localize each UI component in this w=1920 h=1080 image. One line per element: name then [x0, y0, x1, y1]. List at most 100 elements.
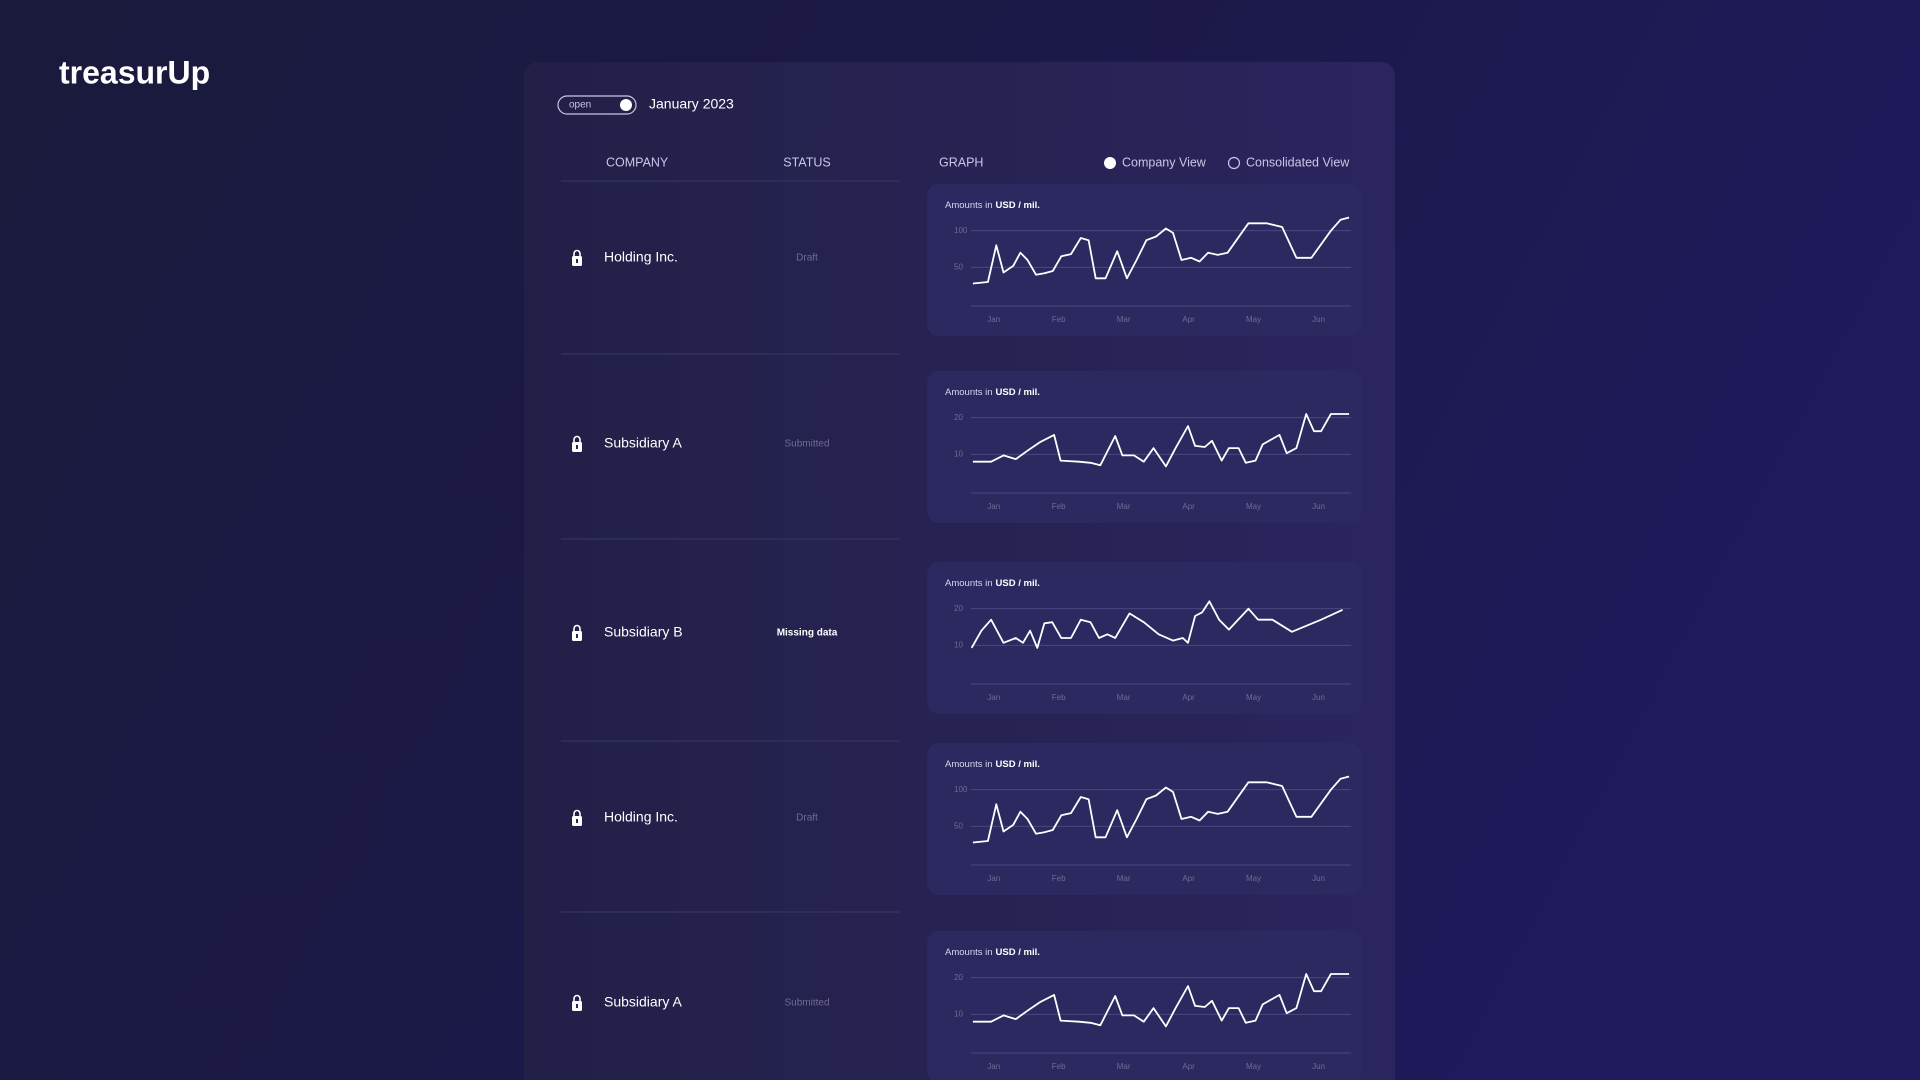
chart-card	[927, 562, 1362, 714]
lock-icon	[572, 809, 582, 826]
lock-hole	[576, 819, 578, 823]
chart-card	[927, 931, 1362, 1080]
note-text: Amounts in	[945, 387, 993, 398]
lock-hole	[576, 1004, 578, 1008]
x-tick-label: May	[1246, 693, 1261, 702]
company-name[interactable]: Subsidiary A	[604, 994, 682, 1010]
lock-hole	[576, 259, 578, 263]
x-tick-label: Jan	[987, 874, 1000, 883]
column-header[interactable]: COMPANY	[606, 155, 669, 169]
status: Missing data	[777, 628, 838, 639]
lock-icon	[572, 249, 582, 266]
unit: USD / mil.	[996, 200, 1040, 211]
unit: USD / mil.	[996, 578, 1040, 589]
column-header[interactable]: STATUS	[783, 155, 830, 169]
lock-shackle	[573, 994, 581, 1001]
status: Draft	[796, 813, 818, 824]
data-line	[972, 413, 1350, 468]
x-tick-label: Jan	[987, 1062, 1000, 1071]
company-name[interactable]: Subsidiary B	[604, 624, 683, 640]
x-tick-label: Feb	[1052, 874, 1066, 883]
x-tick-label: Jan	[987, 315, 1000, 324]
status: Draft	[796, 253, 818, 264]
chart-note: Amounts in USD / mil.	[945, 759, 1040, 770]
x-tick-label: May	[1246, 1062, 1261, 1071]
note-text: Amounts in	[945, 200, 993, 211]
y-tick-label: 10	[954, 640, 963, 649]
y-tick-label: 100	[954, 226, 968, 235]
x-tick-label: Mar	[1117, 502, 1131, 511]
lock-shackle	[573, 249, 581, 256]
chart-note: Amounts in USD / mil.	[945, 578, 1040, 589]
lock-icon	[572, 994, 582, 1011]
lock-shackle	[573, 435, 581, 442]
lock-shackle	[573, 809, 581, 816]
x-tick-label: Feb	[1052, 502, 1066, 511]
chart-card	[927, 371, 1362, 523]
x-tick-label: May	[1246, 502, 1261, 511]
chart-card	[927, 743, 1362, 895]
x-tick-label: Feb	[1052, 315, 1066, 324]
lock-icon	[572, 435, 582, 452]
note-text: Amounts in	[945, 947, 993, 958]
chart-note: Amounts in USD / mil.	[945, 200, 1040, 211]
x-tick-label: Jun	[1312, 693, 1325, 702]
x-tick-label: Apr	[1182, 874, 1195, 883]
lock-icon	[572, 624, 582, 641]
unit: USD / mil.	[996, 387, 1040, 398]
y-tick-label: 50	[954, 821, 963, 830]
x-tick-label: Apr	[1182, 693, 1195, 702]
data-line	[972, 973, 1350, 1028]
view-option[interactable]: Consolidated View	[1246, 155, 1350, 169]
x-tick-label: Jun	[1312, 315, 1325, 324]
data-line	[970, 600, 1343, 649]
unit: USD / mil.	[996, 947, 1040, 958]
status: Submitted	[784, 998, 829, 1009]
view-option[interactable]: Company View	[1122, 155, 1207, 169]
x-tick-label: Feb	[1052, 693, 1066, 702]
x-tick-label: Jan	[987, 502, 1000, 511]
radio-selected[interactable]	[1104, 157, 1116, 169]
x-tick-label: Mar	[1117, 1062, 1131, 1071]
y-tick-label: 20	[954, 973, 963, 982]
x-tick-label: May	[1246, 874, 1261, 883]
lock-hole	[576, 634, 578, 638]
toggle[interactable]	[557, 95, 637, 115]
radio[interactable]	[1227, 156, 1241, 170]
x-tick-label: Jan	[987, 693, 1000, 702]
company-name[interactable]: Holding Inc.	[604, 809, 678, 825]
y-tick-label: 50	[954, 262, 963, 271]
y-tick-label: 20	[954, 604, 963, 613]
period: January 2023	[649, 96, 734, 112]
x-tick-label: Jun	[1312, 502, 1325, 511]
note-text: Amounts in	[945, 578, 993, 589]
x-tick-label: Apr	[1182, 1062, 1195, 1071]
column-header: GRAPH	[939, 155, 983, 169]
logo[interactable]: treasurUp	[59, 54, 210, 90]
x-tick-label: May	[1246, 315, 1261, 324]
status: Submitted	[784, 439, 829, 450]
lock-shackle	[573, 624, 581, 631]
y-tick-label: 10	[954, 1009, 963, 1018]
y-tick-label: 10	[954, 449, 963, 458]
y-tick-label: 100	[954, 785, 968, 794]
x-tick-label: Apr	[1182, 315, 1195, 324]
x-tick-label: Apr	[1182, 502, 1195, 511]
x-tick-label: Mar	[1117, 693, 1131, 702]
x-tick-label: Mar	[1117, 874, 1131, 883]
toggle-knob	[620, 99, 632, 111]
chart-note: Amounts in USD / mil.	[945, 947, 1040, 958]
x-tick-label: Mar	[1117, 315, 1131, 324]
chart-card	[927, 184, 1362, 336]
company-name[interactable]: Holding Inc.	[604, 249, 678, 265]
x-tick-label: Jun	[1312, 1062, 1325, 1071]
y-tick-label: 20	[954, 413, 963, 422]
company-name[interactable]: Subsidiary A	[604, 435, 682, 451]
note-text: Amounts in	[945, 759, 993, 770]
unit: USD / mil.	[996, 759, 1040, 770]
x-tick-label: Feb	[1052, 1062, 1066, 1071]
toggle-label: open	[569, 100, 591, 111]
x-tick-label: Jun	[1312, 874, 1325, 883]
